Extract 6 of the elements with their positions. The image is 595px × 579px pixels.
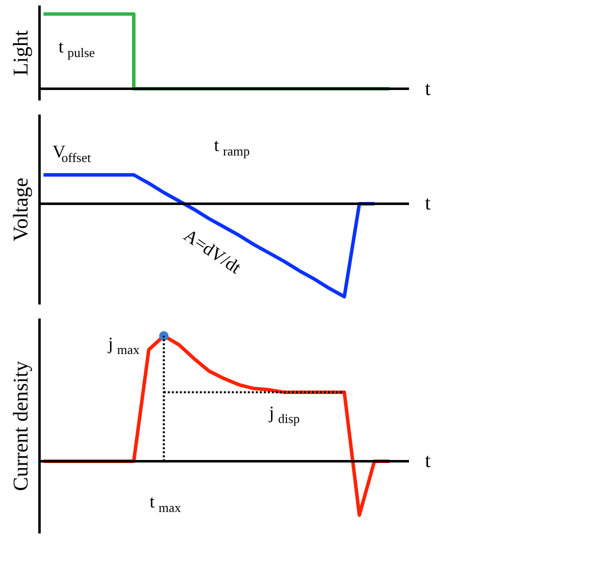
y-axis-title: Current density [8,360,32,492]
x-axis-title: t [425,450,431,472]
y-axis-title: Voltage [8,178,32,242]
x-axis-title: t [425,192,431,215]
x-axis-title: t [425,78,431,100]
y-axis-title: Light [8,30,32,76]
